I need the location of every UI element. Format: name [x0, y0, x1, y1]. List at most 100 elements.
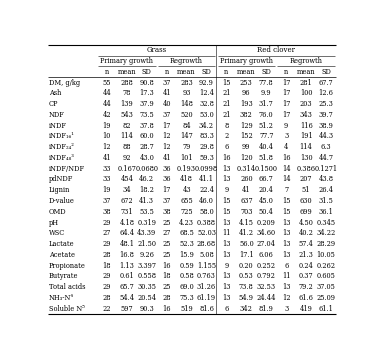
- Text: 4.15: 4.15: [239, 219, 254, 227]
- Text: 44.3: 44.3: [319, 132, 334, 140]
- Text: 79: 79: [183, 143, 191, 151]
- Text: 93: 93: [182, 89, 191, 97]
- Text: 16.8: 16.8: [119, 251, 134, 259]
- Text: 0.167: 0.167: [117, 165, 136, 173]
- Text: 0.58: 0.58: [179, 272, 194, 280]
- Text: 43.39: 43.39: [137, 229, 156, 237]
- Text: 67.7: 67.7: [319, 79, 333, 87]
- Text: 40.4: 40.4: [259, 143, 274, 151]
- Text: mean: mean: [297, 68, 315, 76]
- Text: 13: 13: [282, 240, 291, 248]
- Text: 88: 88: [123, 143, 131, 151]
- Text: 5.08: 5.08: [199, 251, 214, 259]
- Text: 0.388: 0.388: [197, 219, 216, 227]
- Text: 13: 13: [222, 219, 231, 227]
- Text: 68.5: 68.5: [179, 229, 194, 237]
- Text: 28.68: 28.68: [197, 240, 216, 248]
- Text: 50.4: 50.4: [259, 208, 274, 216]
- Text: 73.5: 73.5: [140, 111, 154, 119]
- Text: 15: 15: [222, 197, 231, 205]
- Text: 28.29: 28.29: [316, 240, 335, 248]
- Text: Butyrate: Butyrate: [49, 272, 79, 280]
- Text: 0.605: 0.605: [317, 272, 335, 280]
- Text: 520: 520: [180, 111, 193, 119]
- Text: 114: 114: [120, 132, 133, 140]
- Text: 10: 10: [103, 132, 111, 140]
- Text: 66.7: 66.7: [259, 175, 274, 183]
- Text: 41.1: 41.1: [199, 175, 214, 183]
- Text: 37: 37: [103, 197, 111, 205]
- Text: 51.8: 51.8: [259, 154, 274, 162]
- Text: 12.4: 12.4: [199, 89, 214, 97]
- Text: 1.13: 1.13: [119, 262, 134, 270]
- Text: 29: 29: [102, 219, 111, 227]
- Text: 31.7: 31.7: [259, 100, 274, 108]
- Text: pH: pH: [49, 219, 59, 227]
- Text: 11: 11: [222, 229, 231, 237]
- Text: 25: 25: [162, 219, 171, 227]
- Text: Regrowth: Regrowth: [170, 57, 203, 65]
- Text: 283: 283: [180, 79, 193, 87]
- Text: 6: 6: [224, 305, 229, 313]
- Text: 0.763: 0.763: [197, 272, 216, 280]
- Text: 13: 13: [222, 283, 231, 291]
- Text: 6: 6: [284, 262, 288, 270]
- Text: 81.6: 81.6: [199, 305, 214, 313]
- Text: 41.2: 41.2: [239, 229, 254, 237]
- Text: 37.9: 37.9: [140, 100, 154, 108]
- Text: 28: 28: [102, 251, 111, 259]
- Text: 77.7: 77.7: [259, 132, 273, 140]
- Text: 37: 37: [162, 197, 171, 205]
- Text: 31.26: 31.26: [197, 283, 216, 291]
- Text: mean: mean: [237, 68, 256, 76]
- Text: 6: 6: [224, 143, 229, 151]
- Text: 21: 21: [222, 111, 231, 119]
- Text: pdNDF: pdNDF: [49, 175, 73, 183]
- Text: 18: 18: [102, 262, 111, 270]
- Text: 672: 672: [120, 197, 133, 205]
- Text: iNDF₄₈³: iNDF₄₈³: [49, 154, 75, 162]
- Text: 58.0: 58.0: [199, 208, 214, 216]
- Text: 40: 40: [162, 100, 171, 108]
- Text: 637: 637: [240, 197, 253, 205]
- Text: 28: 28: [162, 294, 171, 302]
- Text: 543: 543: [120, 111, 133, 119]
- Text: 120: 120: [240, 154, 253, 162]
- Text: OMD: OMD: [49, 208, 67, 216]
- Text: 81.9: 81.9: [259, 305, 274, 313]
- Text: 38: 38: [102, 208, 111, 216]
- Text: 77.8: 77.8: [259, 79, 274, 87]
- Text: iNDF₂₄²: iNDF₂₄²: [49, 143, 75, 151]
- Text: n: n: [105, 68, 109, 76]
- Text: 61.1: 61.1: [319, 305, 334, 313]
- Text: 0.0998: 0.0998: [195, 165, 218, 173]
- Text: 16: 16: [162, 262, 171, 270]
- Text: 152: 152: [240, 132, 253, 140]
- Text: 0.319: 0.319: [137, 219, 156, 227]
- Text: 1.155: 1.155: [197, 262, 216, 270]
- Text: 253: 253: [240, 79, 253, 87]
- Text: 0.53: 0.53: [239, 272, 254, 280]
- Text: 203: 203: [300, 100, 312, 108]
- Text: 731: 731: [120, 208, 133, 216]
- Text: 17: 17: [282, 89, 290, 97]
- Text: 597: 597: [120, 305, 133, 313]
- Text: 17: 17: [282, 100, 290, 108]
- Text: 17: 17: [282, 79, 290, 87]
- Text: 60.0: 60.0: [140, 132, 154, 140]
- Text: mean: mean: [117, 68, 136, 76]
- Text: SD: SD: [261, 68, 271, 76]
- Text: 13: 13: [222, 165, 231, 173]
- Text: 41: 41: [242, 186, 251, 194]
- Text: 129: 129: [240, 122, 253, 130]
- Text: 52.3: 52.3: [179, 240, 194, 248]
- Text: Primary growth: Primary growth: [100, 57, 153, 65]
- Text: 130: 130: [300, 154, 312, 162]
- Text: 14: 14: [282, 175, 291, 183]
- Text: 193: 193: [240, 100, 253, 108]
- Text: 12: 12: [102, 143, 111, 151]
- Text: 0.0680: 0.0680: [135, 165, 158, 173]
- Text: 17: 17: [282, 111, 290, 119]
- Text: n: n: [224, 68, 229, 76]
- Text: iNDF₁₆¹: iNDF₁₆¹: [49, 132, 75, 140]
